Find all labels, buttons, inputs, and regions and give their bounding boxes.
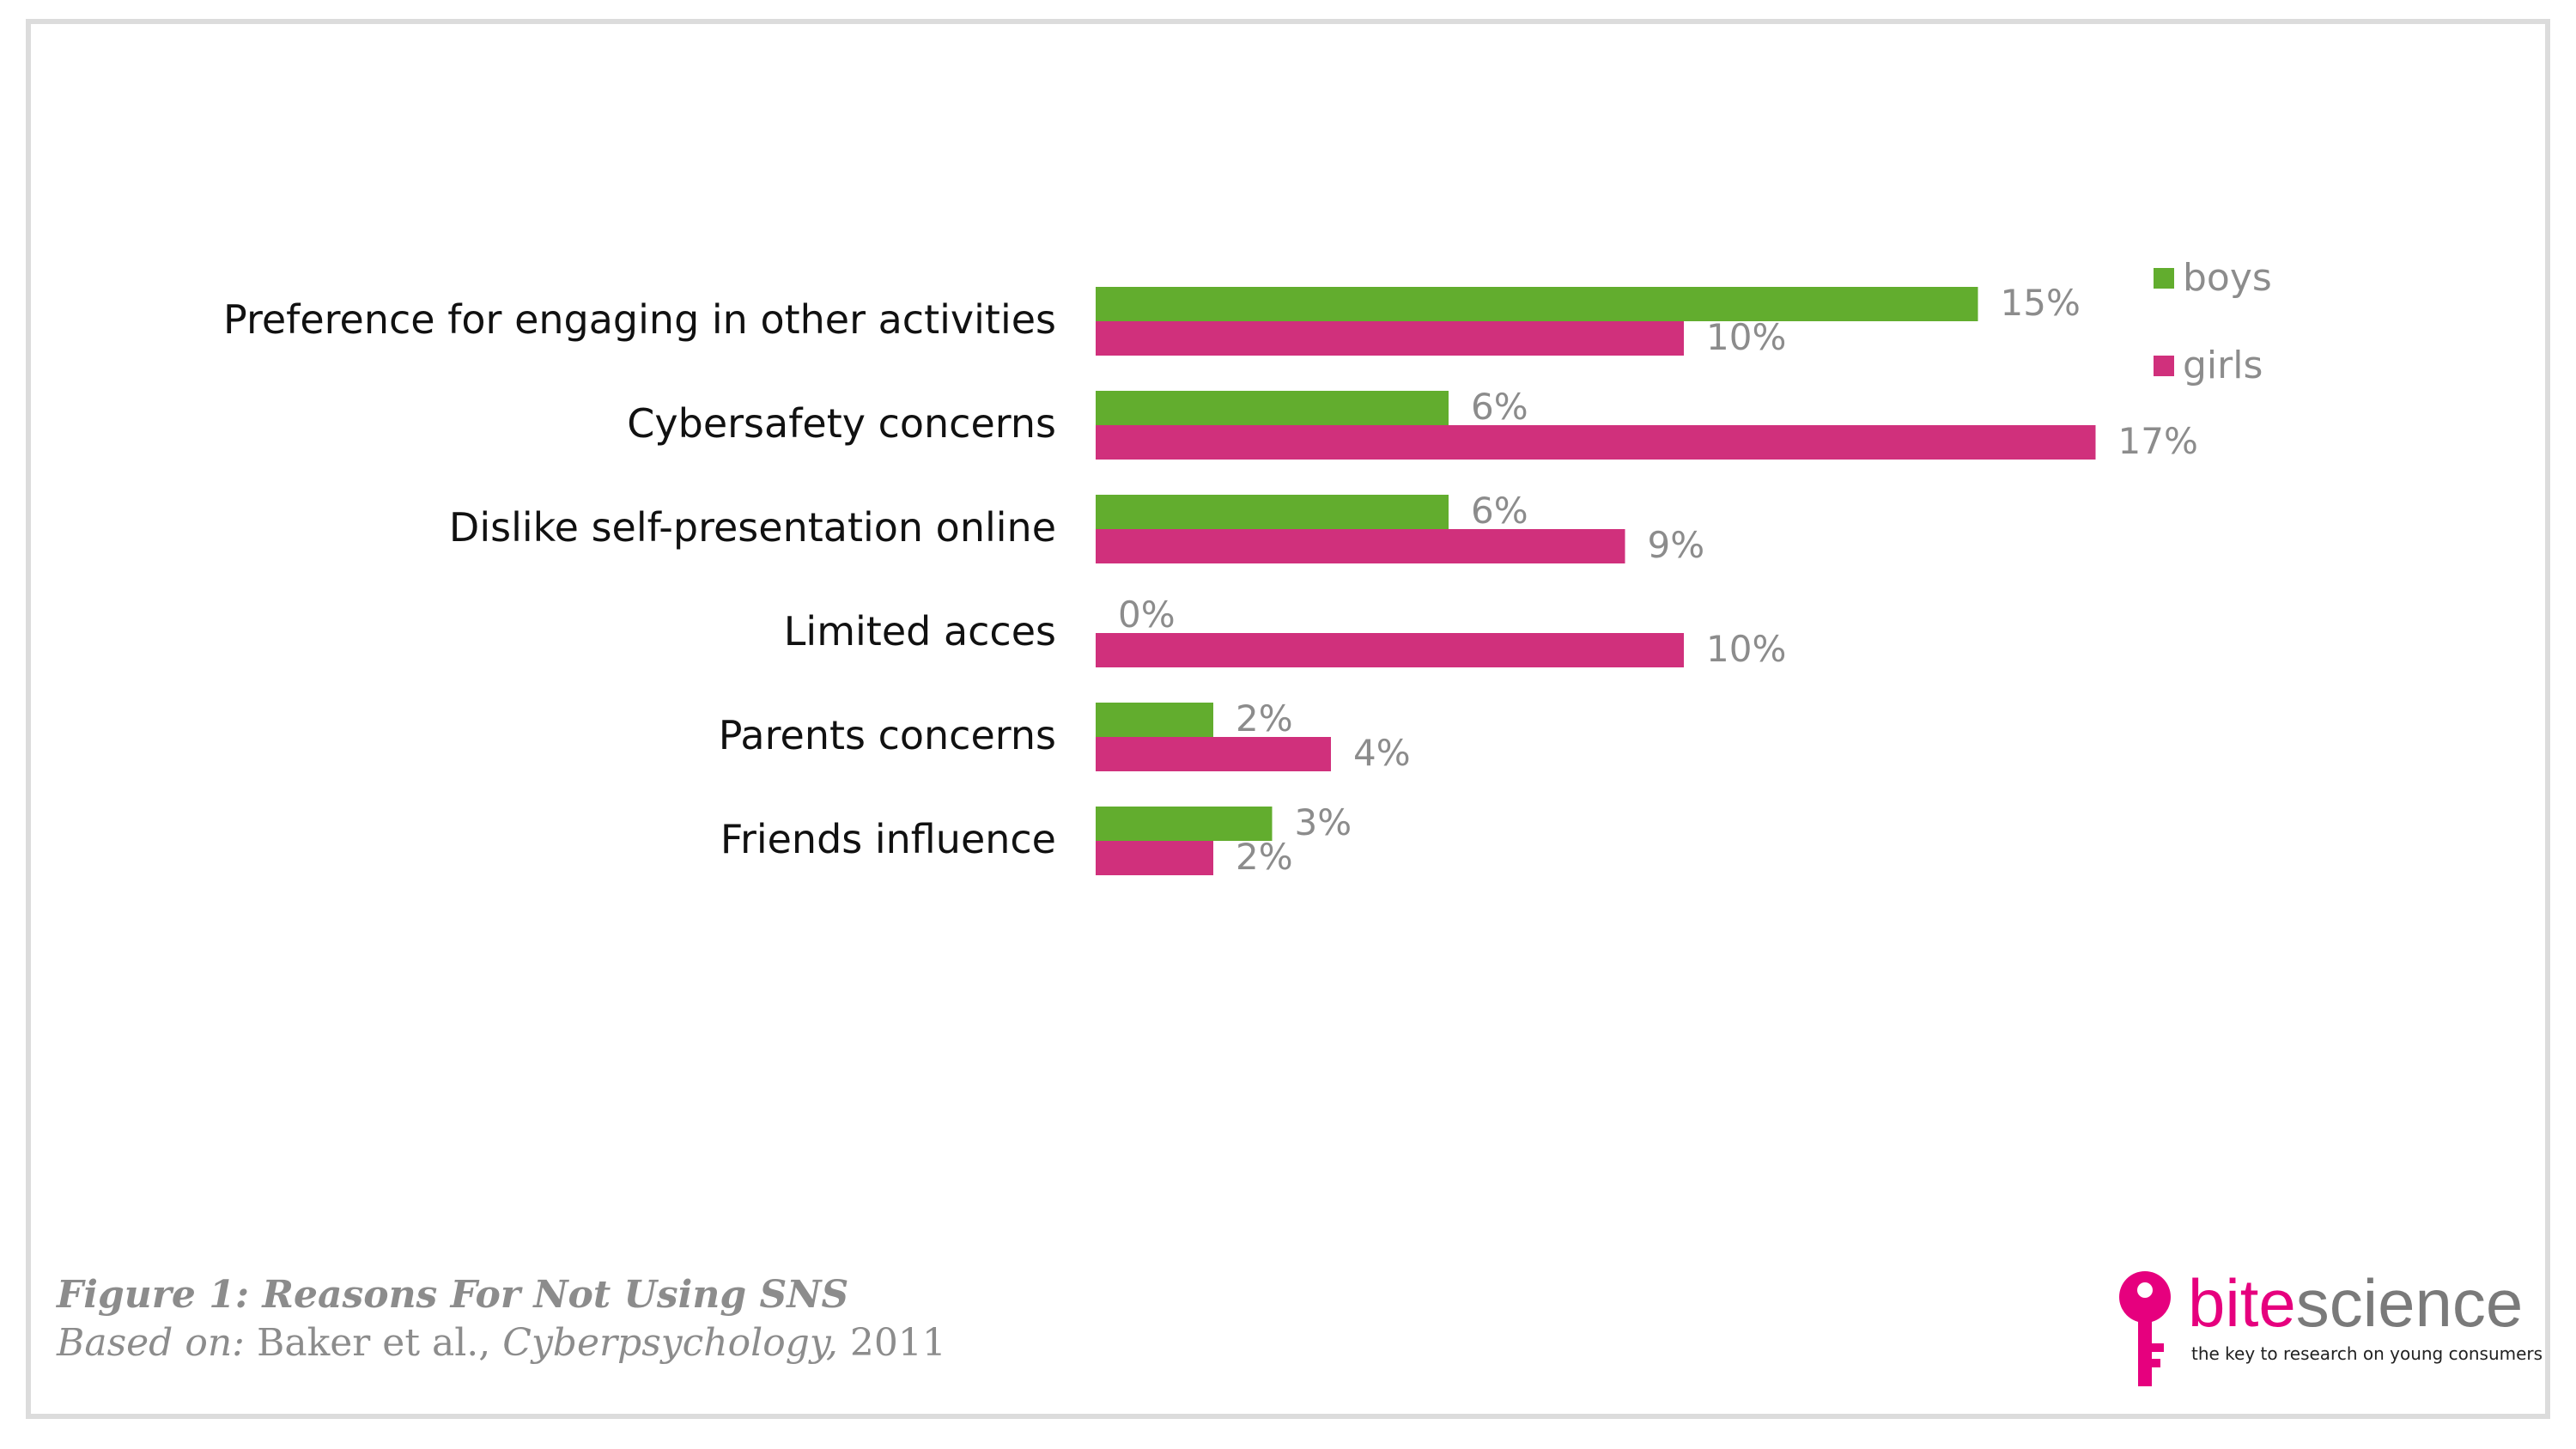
bar-girls (1096, 841, 1213, 875)
data-label-girls: 10% (1706, 628, 1786, 670)
bar-boys (1096, 391, 1449, 425)
legend-swatch-boys (2154, 268, 2174, 289)
legend-label-girls: girls (2183, 344, 2263, 387)
bar-boys (1096, 703, 1213, 737)
bar-boys (1096, 287, 1978, 321)
legend-label-boys: boys (2183, 256, 2272, 300)
bar-girls (1096, 633, 1684, 667)
key-icon (2119, 1271, 2171, 1386)
bar-girls (1096, 737, 1331, 771)
figure-title: Figure 1: Reasons For Not Using SNS (57, 1273, 849, 1317)
data-label-girls: 2% (1236, 836, 1293, 878)
logo-word-bite: bite (2188, 1265, 2296, 1341)
category-label: Preference for engaging in other activit… (223, 296, 1056, 343)
figure-caption: Figure 1: Reasons For Not Using SNS Base… (57, 1271, 946, 1367)
data-label-boys: 15% (2001, 282, 2081, 324)
bar-girls (1096, 321, 1684, 356)
bar-boys (1096, 495, 1449, 529)
category-label: Dislike self-presentation online (449, 504, 1056, 551)
bitescience-logo: bitescience the key to research on young… (2112, 1261, 2543, 1390)
data-label-boys: 0% (1118, 594, 1176, 636)
data-label-girls: 9% (1648, 524, 1705, 566)
data-label-boys: 2% (1236, 697, 1293, 740)
data-label-boys: 6% (1471, 386, 1528, 428)
data-label-boys: 6% (1471, 490, 1528, 532)
source-year: 2011 (849, 1321, 946, 1365)
source-authors: Baker et al., (257, 1321, 491, 1365)
category-label: Friends influence (720, 816, 1056, 862)
figure-frame (26, 19, 2550, 1419)
data-label-girls: 10% (1706, 316, 1786, 358)
source-journal: Cyberpsychology, (502, 1321, 838, 1365)
logo-wordmark: bitescience (2188, 1266, 2523, 1340)
logo-tagline: the key to research on young consumers (2191, 1343, 2543, 1364)
source-prefix: Based on: (57, 1321, 245, 1365)
legend-swatch-girls (2154, 356, 2174, 376)
bar-boys (1096, 807, 1273, 841)
bar-girls (1096, 425, 2096, 460)
figure-source: Based on: Baker et al., Cyberpsychology,… (57, 1319, 946, 1367)
category-label: Parents concerns (719, 712, 1056, 758)
category-label: Limited acces (784, 608, 1056, 654)
data-label-girls: 17% (2118, 420, 2198, 462)
data-label-girls: 4% (1353, 732, 1411, 774)
data-label-boys: 3% (1295, 801, 1352, 843)
bar-girls (1096, 529, 1625, 563)
logo-word-science: science (2295, 1265, 2524, 1341)
category-label: Cybersafety concerns (627, 400, 1056, 447)
